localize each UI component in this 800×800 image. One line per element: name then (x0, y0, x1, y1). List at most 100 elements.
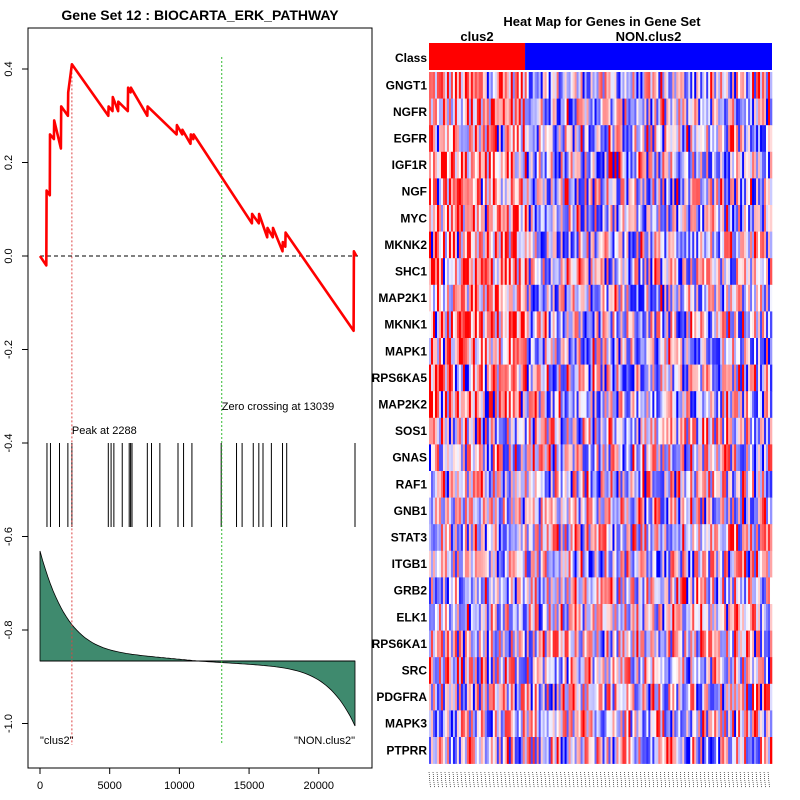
heatmap-cell (752, 258, 755, 286)
heatmap-cell (538, 258, 541, 286)
heatmap-cell (724, 125, 727, 153)
heatmap-cell (494, 577, 498, 605)
heatmap-cell (594, 550, 597, 578)
heatmap-cell (446, 497, 450, 525)
heatmap-cell (702, 151, 705, 179)
heatmap-cell (484, 364, 488, 392)
heatmap-cell (458, 550, 462, 578)
heatmap-cell (570, 471, 573, 498)
heatmap-cell (722, 125, 725, 153)
heatmap-cell (706, 604, 709, 631)
heatmap-cell (660, 524, 663, 552)
heatmap-cell (658, 444, 661, 472)
heatmap-cell (548, 311, 551, 339)
heatmap-cell (660, 417, 663, 445)
heatmap-cell (662, 683, 665, 711)
heatmap-cell (632, 151, 635, 179)
heatmap-cell (574, 72, 577, 99)
heatmap-cell (704, 577, 707, 605)
heatmap-cell (702, 444, 705, 472)
heatmap-cell (484, 524, 488, 552)
heatmap-cell (528, 497, 531, 525)
heatmap-cell (434, 125, 438, 153)
heatmap-cell (636, 710, 639, 738)
heatmap-cell (578, 178, 581, 206)
heatmap-cell (646, 471, 649, 498)
heatmap-cell (436, 231, 440, 259)
heatmap-cell (758, 231, 761, 259)
heatmap-cell (714, 577, 717, 605)
heatmap-cell (678, 657, 681, 685)
heatmap-cell (770, 497, 773, 525)
heatmap-cell (456, 524, 460, 552)
heatmap-cell (490, 284, 494, 312)
gene-label: EGFR (394, 132, 428, 146)
heatmap-cell (748, 311, 751, 339)
sample-label-mark (731, 771, 734, 789)
heatmap-cell (702, 231, 705, 259)
heatmap-cell (744, 497, 747, 525)
heatmap-cell (508, 151, 512, 179)
heatmap-cell (620, 657, 623, 685)
heatmap-cell (602, 125, 605, 153)
heatmap-cell (506, 151, 510, 179)
heatmap-cell (756, 577, 759, 605)
heatmap-cell (500, 550, 504, 578)
heatmap-cell (556, 364, 559, 392)
heatmap-cell (480, 657, 484, 685)
heatmap-cell (728, 311, 731, 339)
heatmap-cell (624, 577, 627, 605)
heatmap-cell (526, 72, 530, 99)
heatmap-cell (554, 98, 557, 126)
heatmap-cell (456, 284, 460, 312)
heatmap-cell (448, 98, 452, 126)
heatmap-cell (430, 231, 434, 259)
heatmap-cell (556, 604, 559, 631)
heatmap-cell (554, 311, 557, 339)
heatmap-cell (714, 125, 717, 153)
heatmap-cell (596, 471, 599, 498)
heatmap-cell (582, 125, 585, 153)
heatmap-cell (582, 444, 585, 472)
heatmap-cell (540, 657, 543, 685)
heatmap-cell (656, 417, 659, 445)
heatmap-cell (500, 231, 504, 259)
heatmap-cell (542, 657, 545, 685)
heatmap-cell (438, 630, 442, 658)
heatmap-cell (530, 338, 533, 365)
heatmap-cell (572, 630, 575, 658)
heatmap-cell (440, 471, 444, 498)
heatmap-cell (582, 630, 585, 658)
heatmap-cell (564, 683, 567, 711)
heatmap-cell (516, 417, 520, 445)
heatmap-cell (558, 391, 561, 419)
heatmap-cell (524, 710, 528, 738)
heatmap-cell (758, 497, 761, 525)
heatmap-cell (456, 231, 460, 259)
heatmap-cell (516, 497, 520, 525)
heatmap-cell (682, 178, 685, 206)
heatmap-cell (478, 178, 482, 206)
heatmap-cell (614, 683, 617, 711)
heatmap-cell (630, 471, 633, 498)
heatmap-cell (548, 737, 551, 764)
heatmap-cell (542, 284, 545, 312)
heatmap-cell (706, 524, 709, 552)
heatmap-cell (740, 151, 743, 179)
heatmap-cell (538, 364, 541, 392)
heatmap-cell (724, 338, 727, 365)
heatmap-cell (756, 178, 759, 206)
heatmap-cell (732, 630, 735, 658)
heatmap-cell (514, 364, 518, 392)
heatmap-cell (634, 417, 637, 445)
heatmap-cell (460, 737, 464, 764)
heatmap-cell (484, 737, 488, 764)
heatmap-cell (468, 550, 472, 578)
heatmap-cell (562, 577, 565, 605)
heatmap-cell (610, 125, 613, 153)
heatmap-cell (734, 151, 737, 179)
heatmap-cell (568, 364, 571, 392)
heatmap-cell (506, 125, 510, 153)
heatmap-cell (564, 72, 567, 99)
heatmap-cell (536, 657, 539, 685)
